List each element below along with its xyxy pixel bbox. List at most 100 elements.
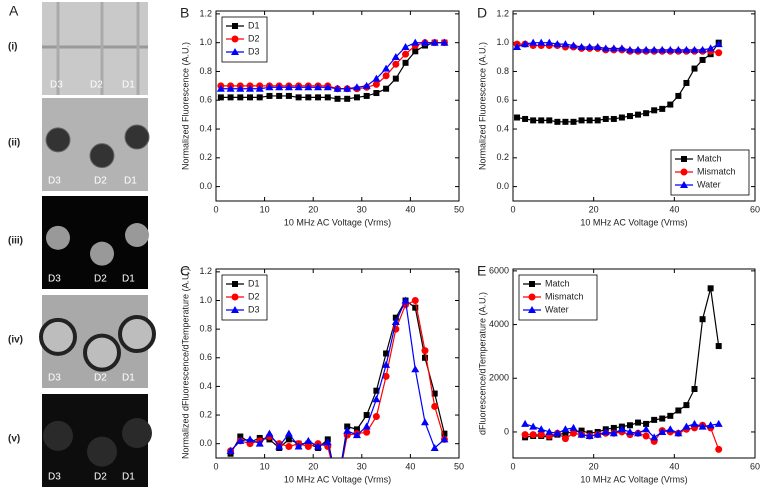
point bbox=[680, 181, 688, 188]
plot bbox=[226, 296, 449, 490]
y-tick-label: 0.2 bbox=[496, 152, 509, 162]
point bbox=[265, 429, 274, 437]
point bbox=[227, 94, 234, 101]
point bbox=[569, 41, 578, 49]
point bbox=[658, 45, 667, 53]
point bbox=[554, 118, 561, 125]
point bbox=[530, 117, 537, 124]
point bbox=[335, 484, 341, 490]
y-tick-label: 0.8 bbox=[199, 324, 212, 334]
point bbox=[315, 94, 322, 101]
y-tick-label: 0.0 bbox=[199, 438, 212, 448]
point bbox=[601, 44, 610, 52]
point bbox=[577, 42, 586, 50]
lane-label: D2 bbox=[94, 373, 107, 384]
point bbox=[528, 293, 536, 301]
point bbox=[391, 53, 400, 61]
point bbox=[586, 117, 593, 124]
plot-frame bbox=[215, 10, 460, 202]
x-tick-label: 20 bbox=[589, 461, 599, 471]
droplet bbox=[39, 317, 77, 356]
point bbox=[651, 107, 658, 114]
x-axis-label: 10 MHz AC Voltage (Vrms) bbox=[580, 217, 687, 227]
point bbox=[691, 386, 698, 393]
point bbox=[343, 84, 352, 92]
point bbox=[698, 45, 707, 53]
point bbox=[304, 83, 313, 91]
cell bbox=[122, 418, 152, 449]
point bbox=[256, 94, 263, 101]
panel-label: E bbox=[477, 263, 486, 279]
y-tick-label: 6000 bbox=[489, 265, 509, 275]
point bbox=[618, 114, 625, 121]
y-tick-label: 1.0 bbox=[199, 295, 212, 305]
point bbox=[430, 443, 439, 451]
legend-label: D3 bbox=[248, 304, 260, 314]
point bbox=[431, 390, 438, 397]
series-line bbox=[230, 298, 445, 458]
point bbox=[236, 84, 245, 92]
point bbox=[642, 45, 651, 53]
legend-label: Match bbox=[697, 153, 722, 163]
y-tick-label: 0.4 bbox=[199, 123, 212, 133]
point bbox=[578, 427, 585, 434]
point bbox=[352, 83, 361, 91]
legend-label: Mismatch bbox=[545, 291, 584, 301]
point bbox=[594, 117, 601, 124]
point bbox=[690, 45, 699, 53]
cell bbox=[45, 127, 71, 153]
point bbox=[715, 445, 723, 453]
legend-label: D1 bbox=[248, 278, 260, 288]
point bbox=[715, 49, 723, 57]
x-axis-label: 10 MHz AC Voltage (Vrms) bbox=[284, 217, 391, 227]
y-axis-label: Normalized dFluorescence/dTemperature (A… bbox=[180, 268, 190, 459]
x-axis-label: 10 MHz AC Voltage (Vrms) bbox=[284, 474, 391, 484]
point bbox=[275, 442, 284, 450]
point bbox=[334, 95, 341, 102]
point bbox=[265, 83, 274, 91]
point bbox=[537, 431, 545, 439]
point bbox=[529, 422, 538, 430]
y-tick-label: 0.8 bbox=[199, 66, 212, 76]
x-tick-label: 40 bbox=[669, 461, 679, 471]
point bbox=[625, 45, 634, 53]
row-label: (v) bbox=[8, 433, 20, 444]
point bbox=[383, 350, 390, 357]
point bbox=[324, 94, 331, 101]
point bbox=[373, 90, 380, 97]
point bbox=[570, 118, 577, 125]
point bbox=[411, 297, 419, 304]
point bbox=[362, 422, 371, 430]
point bbox=[284, 429, 293, 437]
lane-label: D1 bbox=[124, 176, 137, 187]
point bbox=[545, 38, 554, 46]
point bbox=[246, 435, 255, 443]
point bbox=[237, 94, 244, 101]
point bbox=[578, 117, 585, 124]
point bbox=[634, 45, 643, 53]
point bbox=[714, 40, 723, 48]
point bbox=[285, 443, 293, 451]
point bbox=[537, 425, 546, 433]
point bbox=[667, 412, 674, 419]
cell bbox=[89, 143, 115, 169]
cell bbox=[125, 223, 149, 248]
point bbox=[352, 431, 361, 439]
point bbox=[372, 80, 380, 88]
point bbox=[514, 114, 521, 121]
point bbox=[382, 72, 390, 80]
point bbox=[521, 431, 529, 439]
point bbox=[529, 431, 537, 439]
y-tick-label: 1.2 bbox=[199, 266, 212, 276]
point bbox=[593, 430, 602, 438]
x-axis-label: 10 MHz AC Voltage (Vrms) bbox=[580, 474, 687, 484]
point bbox=[562, 430, 569, 437]
x-tick-label: 20 bbox=[308, 461, 318, 471]
point bbox=[577, 430, 586, 438]
point bbox=[651, 416, 658, 423]
point bbox=[642, 432, 650, 440]
point bbox=[610, 424, 617, 431]
row-label: (i) bbox=[8, 41, 17, 52]
point bbox=[247, 94, 254, 101]
